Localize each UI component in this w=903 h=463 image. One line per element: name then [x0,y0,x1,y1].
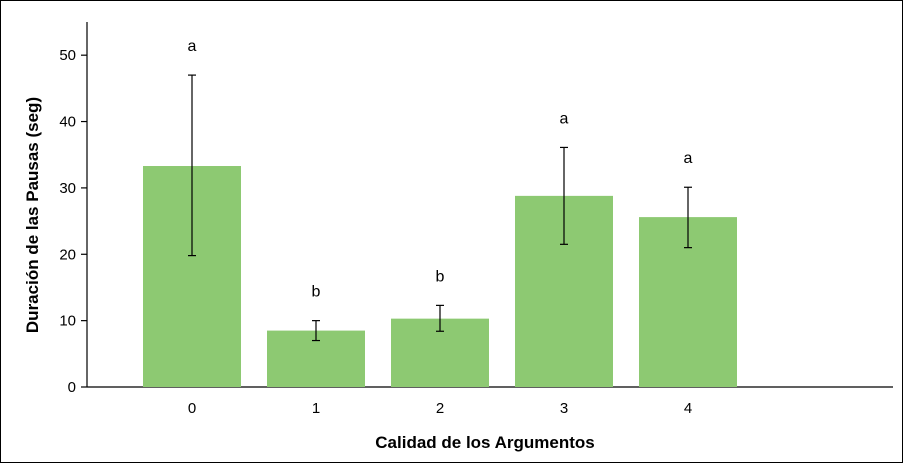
y-tick-label: 0 [68,379,76,396]
y-tick-label: 20 [59,246,76,263]
significance-label-4: a [684,150,693,167]
error-bar-2 [436,304,444,332]
x-axis: 0 1 2 3 4 [87,386,893,417]
y-tick-label: 10 [59,313,76,330]
y-tick-label: 30 [59,180,76,197]
error-bars-group [188,74,692,342]
error-bar-1 [312,320,320,342]
y-axis-title: Duración de las Pausas (seg) [23,97,42,333]
error-bar-4 [684,186,692,249]
x-tick-label: 4 [684,400,692,417]
y-tick-label: 50 [59,47,76,64]
y-tick-label: 40 [59,114,76,131]
error-bar-3 [560,146,568,245]
x-axis-title: Calidad de los Argumentos [375,433,594,452]
significance-label-3: a [560,110,569,127]
x-tick-label: 1 [312,400,320,417]
y-axis: 0 10 20 30 40 50 [59,22,88,396]
x-tick-label: 2 [436,400,444,417]
x-tick-label: 3 [560,400,568,417]
x-tick-label: 0 [188,400,196,417]
significance-label-0: a [188,38,197,55]
significance-labels-group: a b b a a [188,38,693,301]
significance-label-1: b [312,284,321,301]
significance-label-2: b [436,268,445,285]
error-bar-0 [188,74,196,257]
